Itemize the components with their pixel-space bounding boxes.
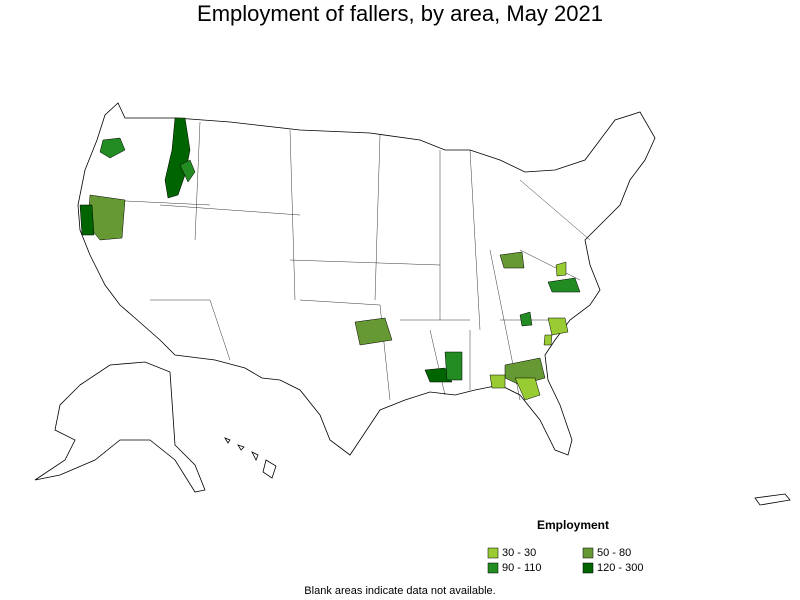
- region: [543, 334, 553, 346]
- puerto-rico-outline: [754, 493, 791, 506]
- alaska-outline: [34, 361, 206, 493]
- region: [547, 317, 569, 336]
- region: [547, 277, 581, 293]
- region: [555, 261, 567, 277]
- region: [164, 117, 191, 199]
- region: [79, 204, 95, 236]
- region-layer: [79, 117, 581, 401]
- footnote: Blank areas indicate data not available.: [304, 585, 495, 597]
- legend-label: 90 - 110: [502, 562, 542, 574]
- hawaii-outline: [224, 437, 277, 479]
- legend-label: 30 - 30: [502, 547, 536, 559]
- legend-swatch: [487, 547, 499, 559]
- legend-title: Employment: [537, 518, 609, 532]
- region: [489, 374, 506, 389]
- legend-swatch: [582, 562, 594, 574]
- legend: 30 - 30 50 - 80 90 - 110 120 - 300: [487, 547, 643, 574]
- region: [99, 137, 126, 159]
- legend-label: 50 - 80: [597, 547, 631, 559]
- region: [514, 377, 541, 401]
- map-title: Employment of fallers, by area, May 2021: [197, 1, 603, 26]
- region: [424, 367, 453, 383]
- region: [499, 251, 525, 269]
- legend-swatch: [582, 547, 594, 559]
- region: [519, 311, 533, 327]
- region: [444, 351, 463, 381]
- region: [354, 317, 393, 346]
- region: [179, 159, 196, 183]
- legend-label: 120 - 300: [597, 562, 643, 574]
- legend-swatch: [487, 562, 499, 574]
